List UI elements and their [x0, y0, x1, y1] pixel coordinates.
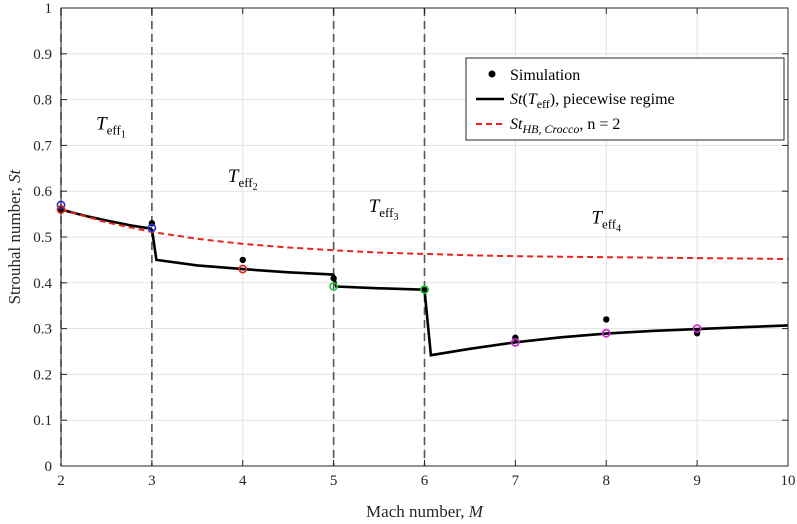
model-point — [420, 285, 429, 295]
simulation-point — [239, 256, 246, 264]
y-tick-label: 0.8 — [33, 93, 52, 109]
simulation-point — [421, 286, 428, 293]
y-tick-label: 0.3 — [33, 322, 52, 338]
legend-crocco-label: StHB, Crocco, n = 2 — [510, 116, 620, 136]
x-tick-label: 10 — [781, 473, 796, 489]
curves — [60, 208, 789, 357]
legend-simulation-label: Simulation — [510, 67, 580, 84]
x-tick-label: 3 — [148, 473, 156, 489]
simulation-point — [330, 275, 337, 282]
regime-label: Teff3 — [369, 196, 399, 223]
regime-label: Teff1 — [96, 113, 126, 140]
model-point — [147, 223, 157, 233]
piecewise-curve-segment — [150, 228, 334, 276]
y-tick-label: 0.7 — [33, 138, 52, 154]
x-axis-title: Mach number, M — [366, 502, 484, 521]
x-tick-label: 8 — [603, 473, 611, 489]
model-point — [329, 282, 339, 291]
legend-box — [465, 57, 785, 141]
x-tick-label: 2 — [57, 473, 65, 489]
regime-labels: Teff1 Teff2 Teff3 Teff4 — [96, 113, 621, 234]
x-tick-label: 5 — [330, 473, 338, 489]
model-point — [692, 324, 702, 333]
x-tick-label: 7 — [512, 473, 520, 489]
y-tick-label: 0.2 — [33, 367, 52, 383]
y-tick-label: 0.1 — [33, 413, 52, 429]
y-tick-label: 0.4 — [33, 276, 52, 292]
y-tick-label: 0.5 — [33, 230, 52, 246]
y-tick-label: 0.6 — [33, 184, 52, 200]
x-tick-label: 4 — [239, 473, 247, 489]
model-point — [601, 328, 611, 338]
simulation-point — [603, 316, 610, 323]
piecewise-curve-segment — [423, 289, 789, 357]
y-tick-label: 0.9 — [33, 47, 52, 63]
legend-piecewise-label: St(Teff), piecewise regime — [510, 91, 675, 111]
model-point — [510, 337, 520, 347]
x-tick-label: 9 — [693, 473, 701, 489]
x-tick-label: 6 — [421, 473, 429, 489]
regime-label: Teff2 — [228, 166, 258, 193]
regime-label: Teff4 — [591, 207, 621, 234]
ticks: 2 3 4 5 6 7 8 9 10 0 0.1 0.2 0.3 0.4 0.5 0.6 0.7 0.8 0.9 1 — [33, 1, 795, 489]
legend: Simulation St(Teff), piecewise regime St… — [465, 57, 785, 141]
y-tick-label: 1 — [45, 1, 53, 17]
crocco-dashed-curve — [60, 208, 789, 260]
legend-simulation-marker — [488, 70, 496, 78]
y-axis-title: Strouhal number, St — [5, 168, 24, 304]
model-point — [238, 264, 248, 274]
y-tick-label: 0 — [45, 459, 53, 475]
